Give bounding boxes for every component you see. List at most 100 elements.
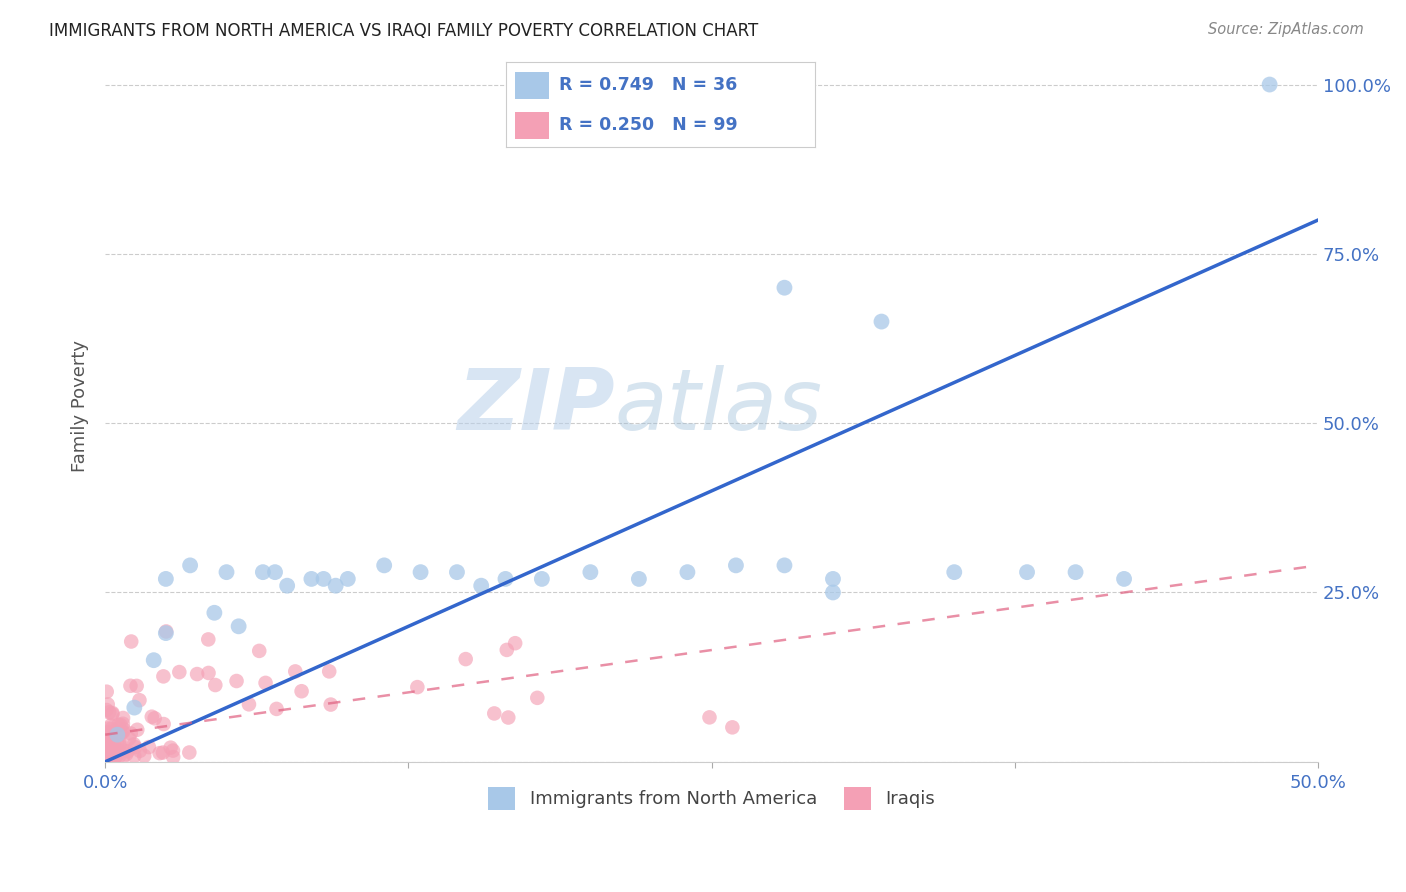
Point [138, 740, 160, 755]
Point [155, 626, 177, 640]
Point [104, 748, 127, 763]
Point [266, 702, 288, 716]
Point [179, 558, 201, 573]
Legend: Immigrants from North America, Iraqis: Immigrants from North America, Iraqis [481, 780, 942, 817]
Point [101, 722, 124, 736]
Point [773, 281, 796, 295]
Point [122, 749, 145, 764]
Point [98, 706, 121, 720]
Point [105, 748, 128, 763]
Point [186, 667, 208, 681]
Point [197, 632, 219, 647]
Point [97, 749, 120, 764]
Point [162, 750, 184, 764]
Point [134, 748, 156, 763]
Point [676, 565, 699, 579]
FancyBboxPatch shape [516, 71, 550, 99]
Point [152, 717, 174, 731]
Point [110, 727, 132, 741]
Point [112, 744, 135, 758]
Point [526, 690, 548, 705]
Point [105, 747, 128, 762]
Point [97, 734, 120, 748]
Point [105, 728, 128, 742]
Point [215, 565, 238, 579]
Point [579, 565, 602, 579]
Point [821, 585, 844, 599]
Point [155, 624, 177, 639]
Text: R = 0.250   N = 99: R = 0.250 N = 99 [558, 116, 737, 134]
Point [446, 565, 468, 579]
Point [276, 579, 298, 593]
Point [724, 558, 747, 573]
Point [98, 731, 121, 745]
Point [299, 572, 322, 586]
Point [101, 706, 124, 720]
Point [112, 711, 135, 725]
Point [111, 716, 134, 731]
Point [503, 636, 526, 650]
Point [142, 653, 165, 667]
FancyBboxPatch shape [516, 112, 550, 139]
Point [202, 606, 225, 620]
Point [122, 738, 145, 752]
Point [96, 743, 118, 757]
Point [530, 572, 553, 586]
Point [96, 703, 118, 717]
Point [101, 707, 124, 722]
Text: IMMIGRANTS FROM NORTH AMERICA VS IRAQI FAMILY POVERTY CORRELATION CHART: IMMIGRANTS FROM NORTH AMERICA VS IRAQI F… [49, 22, 758, 40]
Point [120, 634, 142, 648]
Point [101, 746, 124, 760]
Point [108, 749, 131, 764]
Point [495, 643, 517, 657]
Point [254, 676, 277, 690]
Point [103, 738, 125, 752]
Point [103, 751, 125, 765]
Point [284, 665, 307, 679]
Point [152, 746, 174, 760]
Point [225, 673, 247, 688]
Point [627, 572, 650, 586]
Point [97, 737, 120, 751]
Point [312, 572, 335, 586]
Point [943, 565, 966, 579]
Point [98, 737, 121, 751]
Point [247, 644, 270, 658]
Point [111, 750, 134, 764]
Point [100, 743, 122, 757]
Point [101, 726, 124, 740]
Point [409, 565, 432, 579]
Point [108, 736, 131, 750]
Point [870, 315, 893, 329]
Point [128, 744, 150, 758]
Point [120, 726, 142, 740]
Point [98, 743, 121, 757]
Point [155, 572, 177, 586]
Text: ZIP: ZIP [457, 365, 614, 448]
Point [97, 698, 120, 712]
Point [103, 743, 125, 757]
Point [152, 669, 174, 683]
Point [117, 744, 139, 758]
Point [773, 558, 796, 573]
Point [110, 718, 132, 732]
Point [128, 693, 150, 707]
Point [318, 665, 340, 679]
Point [111, 724, 134, 739]
Point [124, 700, 146, 714]
Point [96, 731, 118, 745]
Point [98, 744, 121, 758]
Point [162, 743, 184, 757]
Point [821, 572, 844, 586]
Point [373, 558, 395, 573]
Point [204, 678, 226, 692]
Point [124, 740, 146, 755]
Point [1064, 565, 1087, 579]
Point [406, 680, 429, 694]
Point [96, 742, 118, 756]
Point [1112, 572, 1135, 586]
Point [112, 723, 135, 737]
Point [325, 579, 347, 593]
Point [179, 746, 201, 760]
Point [169, 665, 191, 679]
